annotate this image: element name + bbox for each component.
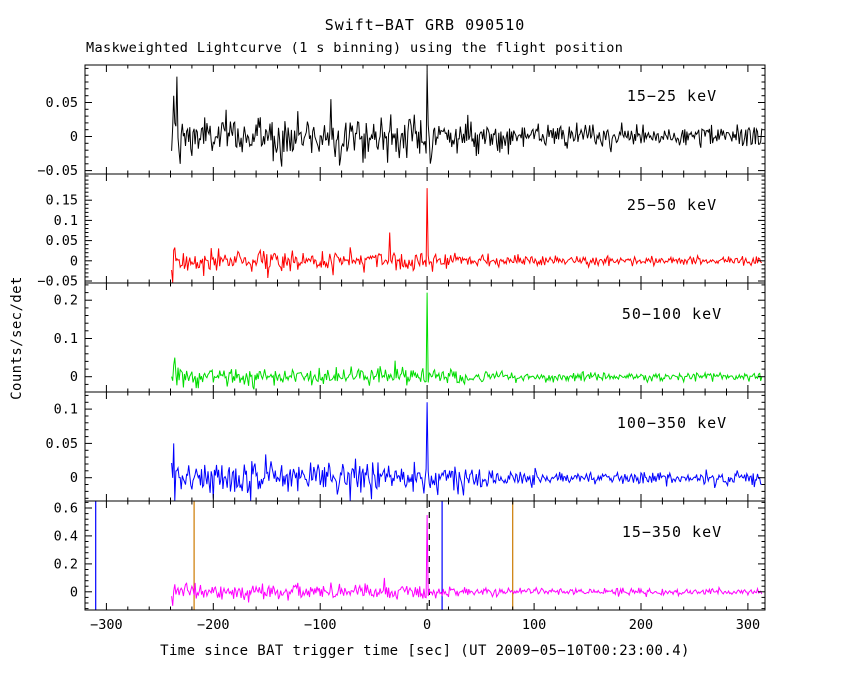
- panel-3: 0 0.1 0.2 50−100 keV: [54, 282, 766, 393]
- y-tick-label: 0: [70, 253, 78, 269]
- y-tick-label: 0.1: [54, 331, 78, 347]
- y-tick-label: 0: [70, 129, 78, 145]
- x-tick-label: 200: [629, 617, 653, 633]
- lightcurve-series: [171, 71, 763, 167]
- x-tick-label: 0: [423, 617, 431, 633]
- chart-subtitle: Maskweighted Lightcurve (1 s binning) us…: [86, 40, 624, 56]
- panel-4: 0 0.05 0.1 100−350 keV: [45, 391, 766, 502]
- lightcurve-series: [171, 188, 763, 283]
- lightcurve-series: [171, 514, 763, 606]
- y-tick-label: 0.4: [54, 528, 78, 544]
- energy-band-label: 15−350 keV: [622, 523, 722, 541]
- y-tick-label: 0.05: [45, 95, 78, 111]
- chart-title: Swift−BAT GRB 090510: [324, 16, 526, 34]
- lightcurve-series: [171, 402, 763, 501]
- y-tick-label: 0.6: [54, 501, 78, 517]
- x-tick-label: −100: [304, 617, 337, 633]
- panel-box: [84, 64, 766, 175]
- x-tick-label: −300: [90, 617, 123, 633]
- panel-1: −0.05 0 0.05 15−25 keV: [37, 64, 766, 179]
- y-tick-label: 0.2: [54, 293, 78, 309]
- x-tick-label: 300: [736, 617, 760, 633]
- panel-2: −0.05 0 0.05 0.1 0.15 25−50 keV: [37, 173, 766, 290]
- y-tick-label: 0.05: [45, 233, 78, 249]
- x-tick-label: −200: [197, 617, 230, 633]
- y-tick-label: 0: [70, 584, 78, 600]
- y-tick-label: 0.2: [54, 556, 78, 572]
- y-tick-label: 0.1: [54, 213, 78, 229]
- x-axis-label: Time since BAT trigger time [sec] (UT 20…: [160, 643, 690, 659]
- y-tick-label: −0.05: [37, 163, 78, 179]
- y-tick-label: 0: [70, 470, 78, 486]
- y-tick-label: 0.1: [54, 402, 78, 418]
- panel-5: −300 −200 −100 0 100 200 300 0 0.2 0.4 0.6 15−350 k…: [54, 500, 766, 633]
- panel-box: [84, 282, 766, 393]
- energy-band-label: 15−25 keV: [627, 87, 717, 105]
- energy-band-label: 100−350 keV: [617, 414, 727, 432]
- y-tick-label: −0.05: [37, 274, 78, 290]
- y-tick-label: 0.05: [45, 436, 78, 452]
- y-tick-label: 0: [70, 369, 78, 385]
- panel-box: [84, 500, 766, 611]
- lightcurve-series: [171, 292, 763, 390]
- energy-band-label: 25−50 keV: [627, 196, 717, 214]
- energy-band-label: 50−100 keV: [622, 305, 722, 323]
- y-tick-label: 0.15: [45, 193, 78, 209]
- x-tick-label: 100: [522, 617, 546, 633]
